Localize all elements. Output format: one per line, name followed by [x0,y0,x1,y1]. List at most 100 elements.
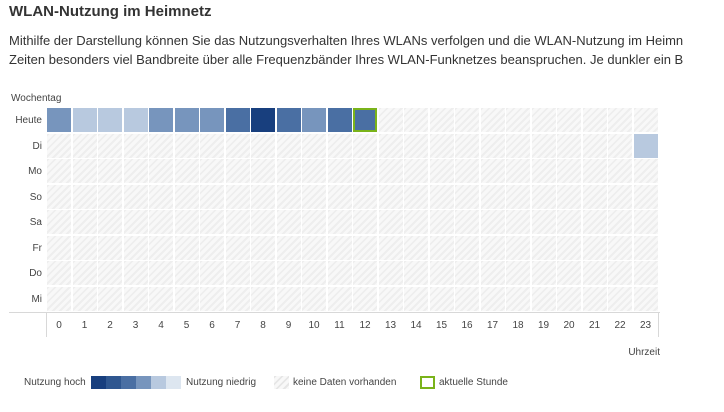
heatmap-cell[interactable] [47,261,71,285]
heatmap-cell[interactable] [251,159,275,183]
heatmap-cell[interactable] [557,261,581,285]
heatmap-cell[interactable] [251,286,275,311]
heatmap-cell[interactable] [429,235,454,260]
heatmap-cell[interactable] [302,184,326,209]
heatmap-cell[interactable] [455,210,479,234]
heatmap-cell[interactable] [98,184,122,209]
heatmap-cell[interactable] [47,210,71,234]
heatmap-cell[interactable] [455,108,479,132]
heatmap-cell[interactable] [225,286,250,311]
heatmap-cell[interactable] [378,184,403,209]
heatmap-cell[interactable] [225,133,250,158]
heatmap-cell[interactable] [72,184,97,209]
heatmap-cell[interactable] [327,133,352,158]
heatmap-cell[interactable] [429,184,454,209]
heatmap-cell[interactable] [276,235,301,260]
heatmap-cell[interactable] [98,159,122,183]
heatmap-cell[interactable] [531,159,556,183]
heatmap-cell[interactable] [174,210,199,234]
heatmap-cell[interactable] [582,108,607,132]
heatmap-cell[interactable] [123,184,148,209]
heatmap-cell[interactable] [327,210,352,234]
heatmap-cell[interactable] [327,261,352,285]
heatmap-cell[interactable] [608,235,632,260]
heatmap-cell[interactable] [200,286,224,311]
heatmap-cell[interactable] [251,108,275,132]
heatmap-cell[interactable] [47,133,71,158]
heatmap-cell[interactable] [429,159,454,183]
heatmap-cell[interactable] [123,159,148,183]
heatmap-cell[interactable] [149,286,173,311]
heatmap-cell[interactable] [455,235,479,260]
heatmap-cell[interactable] [353,210,377,234]
heatmap-cell[interactable] [608,159,632,183]
heatmap-cell[interactable] [174,133,199,158]
heatmap-cell[interactable] [557,159,581,183]
heatmap-cell[interactable] [174,286,199,311]
heatmap-cell[interactable] [557,133,581,158]
heatmap-cell[interactable] [276,184,301,209]
heatmap-cell[interactable] [378,261,403,285]
heatmap-cell[interactable] [633,210,658,234]
heatmap-cell[interactable] [531,108,556,132]
heatmap-cell[interactable] [633,184,658,209]
heatmap-cell[interactable] [608,184,632,209]
heatmap-cell[interactable] [480,235,505,260]
heatmap-cell[interactable] [608,261,632,285]
heatmap-cell[interactable] [557,286,581,311]
heatmap-cell[interactable] [149,108,173,132]
heatmap-cell[interactable] [506,184,530,209]
heatmap-cell[interactable] [531,235,556,260]
heatmap-cell[interactable] [404,133,428,158]
heatmap-cell[interactable] [633,108,658,132]
heatmap-cell[interactable] [123,261,148,285]
heatmap-cell[interactable] [480,133,505,158]
heatmap-cell[interactable] [251,235,275,260]
heatmap-cell[interactable] [149,235,173,260]
heatmap-cell[interactable] [506,210,530,234]
heatmap-cell[interactable] [429,210,454,234]
heatmap-cell[interactable] [531,184,556,209]
heatmap-cell[interactable] [582,133,607,158]
heatmap-cell[interactable] [200,235,224,260]
heatmap-cell[interactable] [72,159,97,183]
heatmap-cell[interactable] [200,184,224,209]
heatmap-cell[interactable] [72,108,97,132]
heatmap-cell[interactable] [72,286,97,311]
heatmap-cell[interactable] [633,286,658,311]
heatmap-cell[interactable] [200,210,224,234]
heatmap-cell[interactable] [429,108,454,132]
heatmap-cell[interactable] [276,286,301,311]
heatmap-cell[interactable] [404,261,428,285]
heatmap-cell[interactable] [149,210,173,234]
heatmap-cell[interactable] [276,108,301,132]
heatmap-cell[interactable] [506,159,530,183]
heatmap-cell[interactable] [582,261,607,285]
heatmap-cell[interactable] [98,261,122,285]
heatmap-cell[interactable] [404,159,428,183]
heatmap-cell[interactable] [302,261,326,285]
heatmap-cell[interactable] [327,286,352,311]
heatmap-cell[interactable] [633,261,658,285]
heatmap-cell[interactable] [225,184,250,209]
heatmap-cell[interactable] [302,159,326,183]
heatmap-cell[interactable] [353,286,377,311]
heatmap-cell[interactable] [582,210,607,234]
heatmap-cell[interactable] [302,210,326,234]
heatmap-cell[interactable] [149,133,173,158]
heatmap-cell[interactable] [506,286,530,311]
heatmap-cell[interactable] [353,108,377,132]
heatmap-cell[interactable] [225,108,250,132]
heatmap-cell[interactable] [72,261,97,285]
heatmap-cell[interactable] [251,210,275,234]
heatmap-cell[interactable] [557,108,581,132]
heatmap-cell[interactable] [72,210,97,234]
heatmap-cell[interactable] [149,159,173,183]
heatmap-cell[interactable] [200,261,224,285]
heatmap-cell[interactable] [608,210,632,234]
heatmap-cell[interactable] [302,286,326,311]
heatmap-cell[interactable] [98,286,122,311]
heatmap-cell[interactable] [557,235,581,260]
heatmap-cell[interactable] [506,108,530,132]
heatmap-cell[interactable] [480,286,505,311]
